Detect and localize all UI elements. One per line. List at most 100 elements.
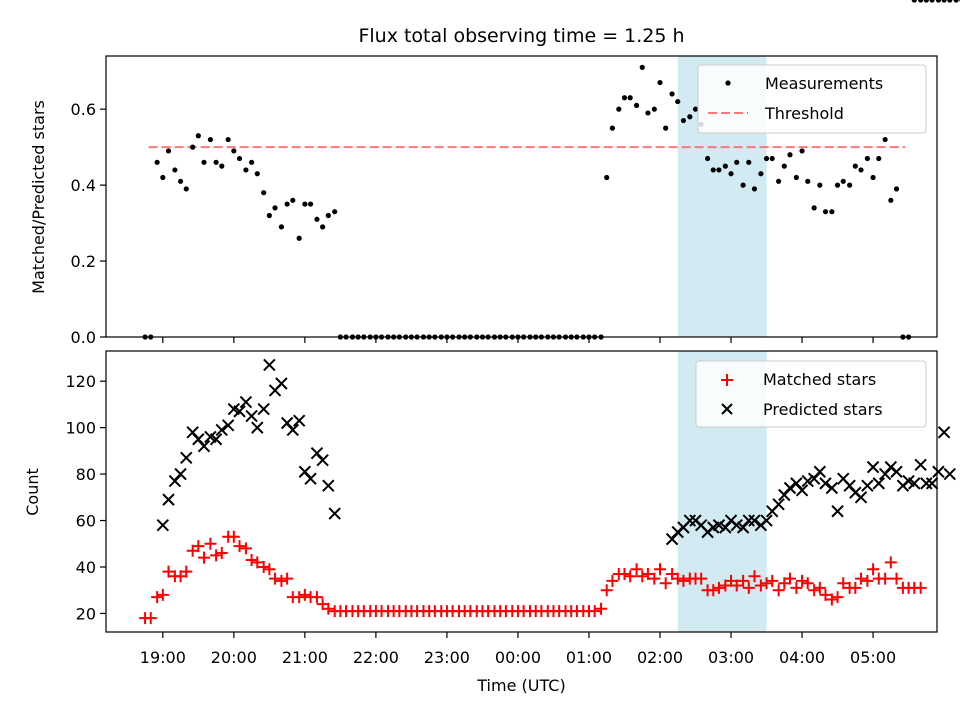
top-y-ticks: 0.0 0.2 0.4 0.6 (71, 100, 106, 347)
legend-predicted: Predicted stars (763, 400, 883, 419)
measurement-point (776, 178, 782, 184)
measurement-point (609, 125, 616, 131)
matched-point (712, 581, 725, 594)
predicted-point (322, 479, 335, 492)
x-tick-label: 22:00 (353, 648, 399, 667)
measurement-point (716, 167, 722, 173)
matched-point (790, 581, 803, 594)
matched-point (156, 588, 169, 601)
matched-point (322, 602, 335, 615)
measurement-point (847, 182, 853, 188)
measurement-point (290, 197, 296, 203)
measurement-point (734, 159, 740, 165)
measurement-points (142, 0, 960, 340)
matched-point (837, 577, 850, 590)
measurement-point (272, 205, 278, 211)
measurement-point (236, 155, 243, 162)
predicted-point (819, 477, 832, 490)
measurement-point (722, 163, 728, 169)
measurement-point (692, 106, 699, 112)
measurement-point (190, 144, 196, 150)
predicted-point (233, 405, 246, 418)
measurement-point (284, 201, 290, 207)
measurement-point (811, 205, 817, 211)
measurement-point (320, 224, 326, 230)
matched-point (831, 591, 844, 604)
matched-point (648, 572, 661, 585)
matched-point (298, 588, 311, 601)
matched-point (606, 574, 619, 587)
predicted-point (772, 498, 785, 511)
measurement-point (740, 182, 746, 188)
x-tick-label: 20:00 (211, 648, 257, 667)
predicted-point (683, 514, 697, 527)
predicted-point (795, 484, 809, 497)
predicted-point (162, 493, 175, 506)
predicted-points (157, 359, 956, 546)
measurement-point (657, 79, 663, 86)
measurement-point (758, 171, 764, 177)
measurement-point (840, 178, 846, 184)
y-tick-label: 40 (76, 558, 96, 577)
predicted-point (286, 423, 300, 437)
matched-point (198, 551, 211, 564)
measurement-point (183, 186, 189, 192)
y-tick-label: 80 (76, 465, 96, 484)
y-tick-label: 100 (65, 419, 96, 438)
measurement-point (633, 102, 640, 108)
matched-point (269, 572, 282, 585)
measurement-point (781, 163, 787, 169)
measurement-point (154, 159, 160, 165)
matched-point (251, 556, 264, 569)
x-tick-label: 05:00 (850, 648, 896, 667)
measurement-point (769, 155, 775, 162)
matched-point (192, 540, 205, 553)
matched-point (215, 547, 228, 560)
measurement-point (172, 167, 178, 173)
matched-point (677, 574, 690, 587)
matched-point (257, 560, 270, 573)
measurement-point (325, 212, 331, 219)
measurement-point (165, 148, 172, 154)
bottom-panel: 20 40 60 80 100 120 19:00 20:00 21:00 22:00 23:00… (23, 351, 956, 695)
measurement-point (834, 182, 841, 188)
matched-point (233, 540, 246, 553)
measurement-point (225, 136, 231, 143)
measurement-point (864, 155, 870, 162)
measurement-point (249, 159, 255, 165)
predicted-point (925, 477, 939, 490)
y-tick-label: 0.2 (71, 252, 96, 271)
legend-threshold: Threshold (764, 104, 844, 123)
measurement-point (307, 201, 314, 207)
chart-title: Flux total observing time = 1.25 h (358, 25, 684, 47)
predicted-point (328, 507, 341, 520)
matched-point (588, 605, 601, 618)
x-tick-label: 03:00 (708, 648, 754, 667)
measurement-point (941, 0, 947, 3)
measurement-point (710, 167, 716, 173)
matched-point (630, 563, 643, 576)
predicted-point (783, 481, 797, 495)
predicted-point (854, 491, 868, 504)
predicted-point (245, 409, 258, 423)
measurement-point (882, 136, 888, 143)
top-legend-box (697, 64, 927, 134)
legend-matched-marker (721, 374, 733, 386)
measurement-point (278, 224, 285, 230)
measurement-point (858, 167, 864, 173)
matched-point (914, 581, 927, 594)
y-tick-label: 0.4 (71, 176, 96, 195)
matched-point (808, 584, 821, 597)
measurement-point (651, 106, 657, 112)
matched-point (144, 612, 157, 625)
matched-point (263, 563, 276, 576)
y-tick-label: 60 (76, 512, 96, 531)
matched-point (884, 556, 897, 569)
matched-point (310, 591, 323, 604)
matched-point (730, 579, 743, 592)
measurement-point (793, 174, 799, 181)
top-panel: 0.0 0.2 0.4 0.6 Matched/Predicted stars Mea… (29, 0, 960, 347)
x-tick-label: 04:00 (779, 648, 825, 667)
measurement-point (201, 159, 207, 165)
measurement-point (852, 163, 858, 169)
